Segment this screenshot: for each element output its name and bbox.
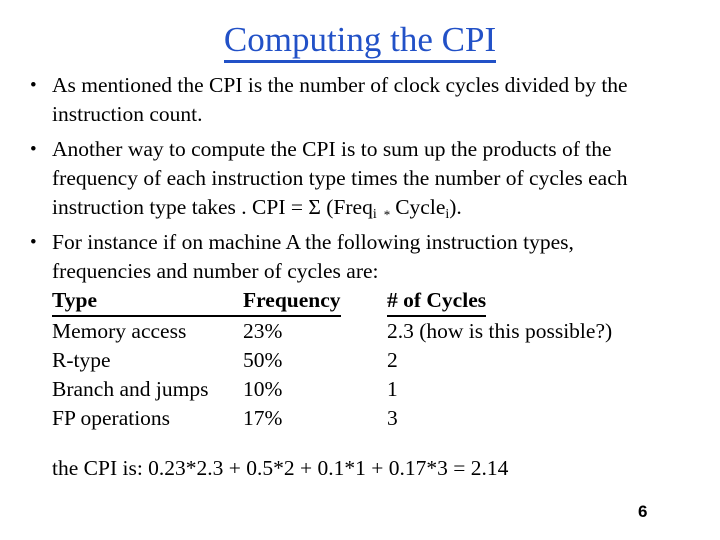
cell-type: R-type — [52, 348, 111, 372]
bullet-icon: • — [30, 232, 37, 253]
bullet-body: For instance if on machine A the followi… — [52, 228, 706, 286]
header-cell-frequency: Frequency — [243, 286, 387, 317]
instruction-table: Type Frequency # of Cycles Memory access… — [52, 286, 706, 433]
page-title-text: Computing the CPI — [223, 21, 497, 63]
bullet-body: Another way to compute the CPI is to sum… — [52, 135, 706, 222]
bullet-icon: • — [30, 139, 37, 160]
bullet-item: • For instance if on machine A the follo… — [30, 228, 706, 286]
cpi-summary: the CPI is: 0.23*2.3 + 0.5*2 + 0.1*1 + 0… — [52, 456, 509, 480]
bullet-line: As mentioned the CPI is the number of cl… — [52, 73, 628, 97]
formula-subscript-i: i — [445, 207, 450, 222]
table-row: FP operations 17% 3 — [52, 404, 706, 433]
header-cell-type: Type — [52, 286, 243, 317]
bullet-line: frequency of each instruction type times… — [52, 166, 628, 190]
cell-frequency: 23% — [243, 319, 283, 343]
bullet-line: instruction count. — [52, 102, 203, 126]
formula-prefix: instruction type takes . CPI = Σ (Freq — [52, 195, 373, 219]
cell-cycles: 2.3 (how is this possible?) — [387, 319, 613, 343]
bullet-item: • As mentioned the CPI is the number of … — [30, 71, 706, 129]
formula-suffix: ). — [449, 195, 462, 219]
page-title: Computing the CPI — [0, 21, 720, 63]
table-header-row: Type Frequency # of Cycles — [52, 286, 706, 317]
cell-cycles: 2 — [387, 348, 398, 372]
bullet-item: • Another way to compute the CPI is to s… — [30, 135, 706, 222]
formula-star: * — [383, 207, 391, 222]
bullet-line: frequencies and number of cycles are: — [52, 259, 379, 283]
table-row: R-type 50% 2 — [52, 346, 706, 375]
cell-type: Branch and jumps — [52, 377, 209, 401]
bullet-icon: • — [30, 75, 37, 96]
bullet-line: For instance if on machine A the followi… — [52, 230, 574, 254]
bullet-list: • As mentioned the CPI is the number of … — [30, 71, 706, 483]
table-row: Memory access 23% 2.3 (how is this possi… — [52, 317, 706, 346]
formula-cycle-word: Cycle — [395, 195, 446, 219]
header-cell-cycles: # of Cycles — [387, 286, 706, 317]
cell-frequency: 17% — [243, 406, 283, 430]
bullet-body: As mentioned the CPI is the number of cl… — [52, 71, 706, 129]
cell-type: Memory access — [52, 319, 187, 343]
cell-cycles: 1 — [387, 377, 398, 401]
cell-frequency: 50% — [243, 348, 283, 372]
cell-frequency: 10% — [243, 377, 283, 401]
cell-type: FP operations — [52, 406, 171, 430]
table-row: Branch and jumps 10% 1 — [52, 375, 706, 404]
cpi-formula-line: instruction type takes . CPI = Σ (Freqi *… — [52, 193, 706, 222]
bullet-line: Another way to compute the CPI is to sum… — [52, 137, 612, 161]
cell-cycles: 3 — [387, 406, 398, 430]
page-number: 6 — [638, 502, 648, 521]
formula-subscript-i: i — [372, 207, 377, 222]
